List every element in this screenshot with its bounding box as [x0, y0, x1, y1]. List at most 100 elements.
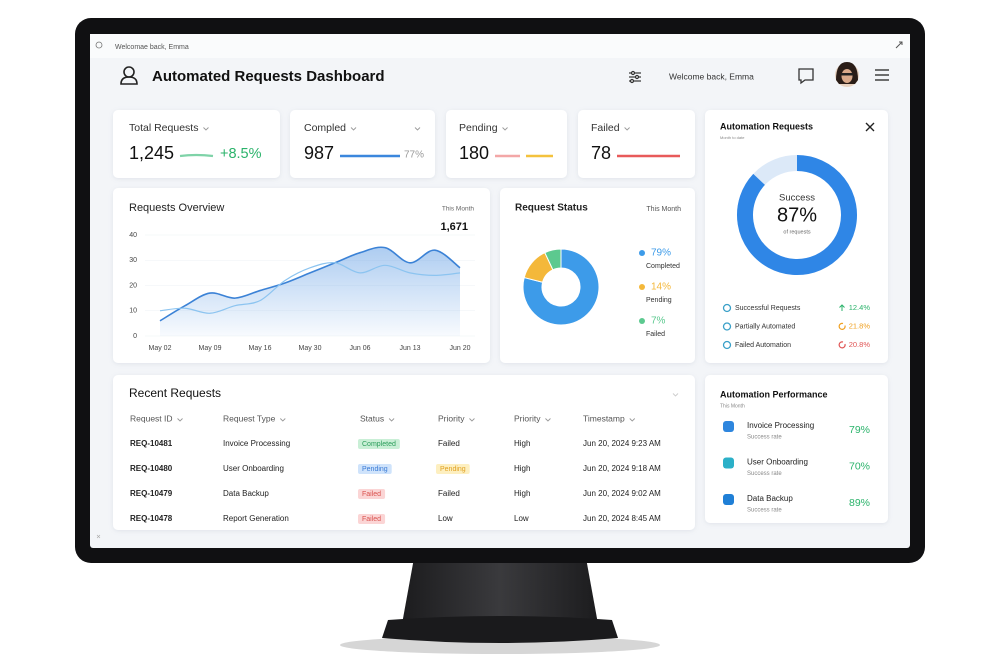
chart-title: Request Status — [515, 203, 588, 214]
request-id: REQ-10480 — [130, 464, 173, 473]
table-cell: High — [514, 439, 530, 448]
chevron[interactable] — [177, 418, 183, 422]
pie-slice — [544, 248, 562, 271]
x-tick-label: May 09 — [199, 345, 222, 352]
y-tick-label: 20 — [129, 282, 137, 289]
chevron[interactable] — [629, 418, 636, 422]
ring-label: Success — [779, 193, 815, 204]
sparkline — [179, 153, 214, 158]
legend-dot — [639, 284, 645, 290]
avatar[interactable] — [835, 62, 859, 87]
trend-icon — [838, 341, 846, 349]
line — [159, 246, 461, 322]
kpi-card — [578, 110, 695, 178]
chevron[interactable] — [502, 127, 508, 131]
x-tick-label: Jun 06 — [349, 345, 370, 352]
ring-value: 87% — [777, 204, 817, 226]
menu-icon[interactable] — [875, 69, 889, 81]
request-id: REQ-10481 — [130, 439, 173, 448]
period-label: This Month — [646, 206, 681, 213]
card-title: Automation Performance — [720, 389, 828, 399]
table-cell: Jun 20, 2024 9:02 AM — [583, 489, 661, 498]
chevron[interactable] — [279, 418, 286, 422]
table-cell: Failed — [438, 489, 460, 498]
table-cell: Low — [438, 514, 453, 523]
item-note: Success rate — [747, 508, 782, 514]
ring-arc — [737, 155, 857, 275]
item-icon — [723, 421, 734, 432]
chevron[interactable] — [672, 393, 679, 397]
close-icon[interactable] — [865, 122, 875, 132]
table-cell: User Onboarding — [223, 464, 284, 473]
recent-card — [113, 375, 695, 530]
item-change: 21.8% — [849, 321, 871, 330]
x-tick-label: May 30 — [299, 345, 322, 352]
chevron[interactable] — [624, 127, 630, 131]
chat-icon[interactable] — [798, 68, 814, 85]
chevron[interactable] — [203, 127, 209, 131]
value-label: 7% — [651, 316, 666, 327]
automation-card — [705, 110, 888, 363]
chevron[interactable] — [545, 418, 551, 422]
legend-dot — [639, 250, 645, 256]
x-tick-label: Jun 13 — [399, 345, 420, 352]
chevron[interactable] — [388, 418, 395, 422]
top-bar-text: Welcomae back, Emma — [115, 44, 189, 51]
status-badge — [358, 464, 392, 474]
table-cell: High — [514, 489, 530, 498]
card-title: Automation Requests — [720, 121, 813, 131]
item-value: 89% — [849, 497, 870, 509]
column-header: Timestamp — [583, 413, 625, 423]
kpi-value: 987 — [304, 143, 334, 163]
table-cell: Data Backup — [223, 489, 269, 498]
item-change: 20.8% — [849, 340, 871, 349]
legend-label: Completed — [646, 263, 680, 270]
table-cell: High — [514, 464, 530, 473]
table-cell: Failed — [438, 439, 460, 448]
expand-icon[interactable] — [895, 41, 903, 49]
item-note: Success rate — [747, 435, 782, 441]
kpi-card — [446, 110, 567, 178]
item-icon — [722, 303, 732, 313]
item-icon — [723, 494, 734, 505]
chart-title: Requests Overview — [129, 202, 224, 214]
y-tick-label: 40 — [129, 232, 137, 239]
welcome-text: Welcome back, Emma — [669, 71, 754, 81]
card-subtitle: This Month — [720, 403, 745, 409]
request-id: REQ-10479 — [130, 489, 173, 498]
value-label: 79% — [651, 248, 671, 259]
column-header: Status — [360, 413, 384, 423]
monitor-neck — [402, 558, 598, 624]
filter-icon[interactable] — [629, 70, 641, 84]
x-tick-label: May 02 — [149, 345, 172, 352]
line — [159, 262, 461, 314]
legend-dot — [639, 318, 645, 324]
item-name: Invoice Processing — [747, 421, 814, 430]
table-cell: Report Generation — [223, 514, 289, 523]
y-tick-label: 0 — [133, 333, 137, 340]
table-cell: Jun 20, 2024 9:23 AM — [583, 439, 661, 448]
x-tick-label: Jun 20 — [449, 345, 470, 352]
legend-label: Pending — [646, 297, 672, 304]
column-header: Priority — [438, 413, 465, 423]
chevron[interactable] — [414, 127, 421, 131]
status-text: Failed — [362, 491, 381, 498]
table-cell: Low — [514, 514, 529, 523]
window-icon[interactable] — [95, 41, 103, 49]
kpi-change: +8.5% — [220, 146, 262, 162]
kpi-change: 77% — [404, 150, 424, 161]
table-cell: Invoice Processing — [223, 439, 290, 448]
request-id: REQ-10478 — [130, 514, 173, 523]
chevron[interactable] — [350, 127, 357, 131]
kpi-card — [113, 110, 280, 178]
status-text: Failed — [362, 516, 381, 523]
arrow-up — [839, 304, 845, 311]
user-icon[interactable] — [120, 66, 138, 85]
item-name: User Onboarding — [747, 458, 808, 467]
period-label: This Month — [442, 206, 475, 213]
corner-icon — [96, 534, 101, 539]
x-tick-label: May 16 — [249, 345, 272, 352]
chevron[interactable] — [469, 418, 475, 422]
